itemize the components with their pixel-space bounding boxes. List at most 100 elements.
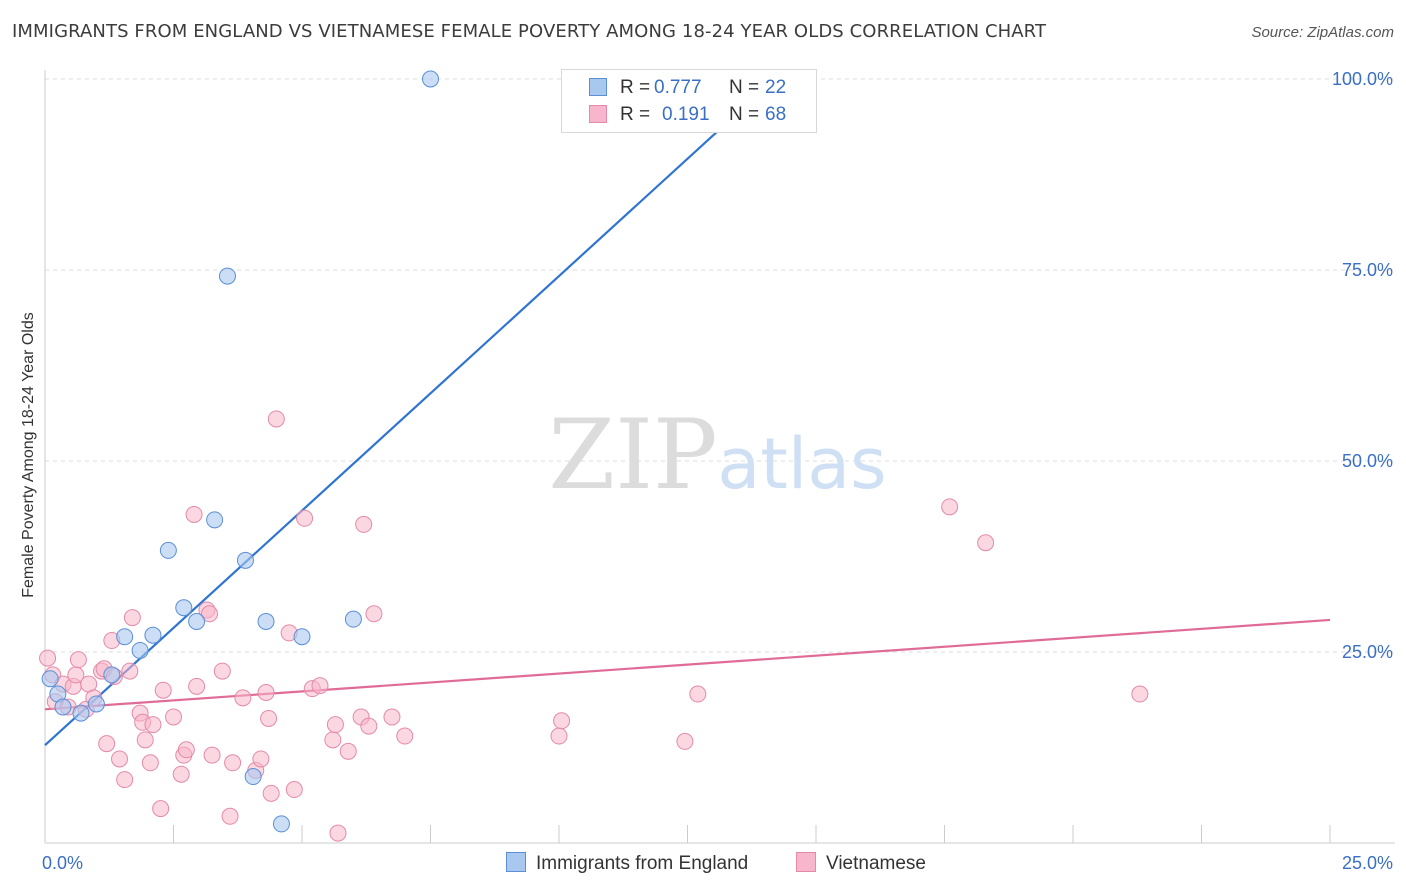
vietnamese-point (360, 717, 378, 735)
england-point (272, 815, 290, 833)
vietnamese-point (116, 771, 134, 789)
y-tick-label: 25.0% (1342, 642, 1393, 662)
england-point (236, 551, 254, 569)
vietnamese-point (152, 800, 170, 818)
vietnamese-point (326, 716, 344, 734)
legend-swatch-vietnamese (589, 105, 607, 123)
y-tick-label: 100.0% (1332, 69, 1393, 89)
england-point (159, 541, 177, 559)
vietnamese-point (203, 746, 221, 764)
y-tick-label: 75.0% (1342, 260, 1393, 280)
legend-r-value: 0.777 (654, 77, 702, 98)
legend-item-vietnamese[interactable]: Vietnamese (796, 852, 926, 875)
vietnamese-point (553, 712, 571, 730)
vietnamese-point (296, 509, 314, 527)
watermark-zip: ZIP (548, 399, 717, 511)
vietnamese-point (136, 731, 154, 749)
legend-n-value: 22 (765, 77, 787, 98)
vietnamese-point (267, 410, 285, 428)
england-point (175, 599, 193, 617)
vietnamese-point (396, 727, 414, 745)
england-point (116, 628, 134, 646)
vietnamese-point (234, 689, 252, 707)
x-tick-label: 0.0% (42, 853, 83, 873)
axes (44, 70, 1395, 844)
vietnamese-point (260, 709, 278, 727)
vietnamese-point (123, 609, 141, 627)
legend-row-vietnamese: R = 0.191 N = 68 (562, 101, 816, 127)
england-point (144, 626, 162, 644)
vietnamese-point (941, 498, 959, 516)
stats-legend: R = 0.777 N = 22 R = 0.191 N = 68 (561, 69, 817, 133)
england-point (206, 511, 224, 529)
chart-title: IMMIGRANTS FROM ENGLAND VS VIETNAMESE FE… (12, 21, 1047, 42)
vietnamese-point (165, 708, 182, 726)
vietnamese-point (355, 515, 373, 533)
y-tick-label: 50.0% (1342, 451, 1393, 471)
england-point (103, 666, 121, 684)
england-point (188, 612, 206, 630)
vietnamese-point (689, 685, 707, 703)
legend-label-england: Immigrants from England (536, 853, 749, 874)
legend-row-england: R = 0.777 N = 22 (562, 74, 816, 100)
england-point (72, 704, 90, 722)
legend-r-label: R = (620, 104, 651, 125)
legend-r-value: 0.191 (662, 104, 710, 125)
england-point (244, 768, 262, 786)
vietnamese-point (185, 505, 203, 523)
england-point (344, 610, 362, 628)
legend-label-vietnamese: Vietnamese (826, 853, 926, 874)
vietnamese-point (311, 677, 329, 695)
legend-r-label: R = (620, 77, 651, 98)
legend-n-value: 68 (765, 104, 787, 125)
vietnamese-point (69, 651, 87, 669)
england-point (54, 698, 72, 716)
england-point (218, 267, 236, 285)
vietnamese-point (172, 765, 190, 783)
vietnamese-point (111, 750, 129, 768)
vietnamese-point (257, 683, 275, 701)
england-point (257, 612, 275, 630)
england-point (87, 695, 105, 713)
vietnamese-point (141, 754, 159, 772)
x-tick-label: 25.0% (1342, 853, 1393, 873)
legend-swatch-england (506, 852, 526, 872)
vietnamese-point (177, 741, 195, 759)
watermark-atlas: atlas (717, 423, 886, 505)
vietnamese-point (200, 605, 218, 623)
vietnamese-point (550, 727, 568, 745)
legend-swatch-england (589, 78, 607, 96)
vietnamese-point (339, 742, 357, 760)
vietnamese-point (154, 681, 172, 699)
vietnamese-point (221, 807, 239, 825)
vietnamese-point (188, 677, 206, 695)
vietnamese-point (144, 716, 162, 734)
legend-item-england[interactable]: Immigrants from England (506, 852, 748, 875)
tick-labels: 25.0% 50.0% 75.0% 100.0% 0.0% 25.0% (42, 69, 1393, 873)
vietnamese-point (329, 824, 347, 842)
vietnamese-point (383, 708, 401, 726)
source-label: Source: ZipAtlas.com (1251, 24, 1394, 41)
legend-swatch-vietnamese (796, 852, 816, 872)
vietnamese-point (1131, 685, 1149, 703)
england-point (422, 70, 439, 88)
england-trend-line (44, 78, 776, 747)
vietnamese-point (676, 732, 694, 750)
vietnamese-point (324, 731, 342, 749)
vietnamese-point (39, 649, 57, 667)
england-point (131, 641, 149, 659)
england-point (293, 628, 311, 646)
vietnamese-point (98, 735, 116, 753)
legend-n-label: N = (729, 77, 760, 98)
vietnamese-point (252, 750, 270, 768)
vietnamese-point (262, 784, 280, 802)
england-point (41, 670, 59, 688)
vietnamese-point (213, 662, 231, 680)
vietnamese-point (285, 781, 303, 799)
data-points (39, 70, 1149, 842)
legend-n-label: N = (729, 104, 760, 125)
vietnamese-point (121, 662, 139, 680)
vietnamese-point (977, 534, 995, 552)
vietnamese-point (365, 605, 383, 623)
